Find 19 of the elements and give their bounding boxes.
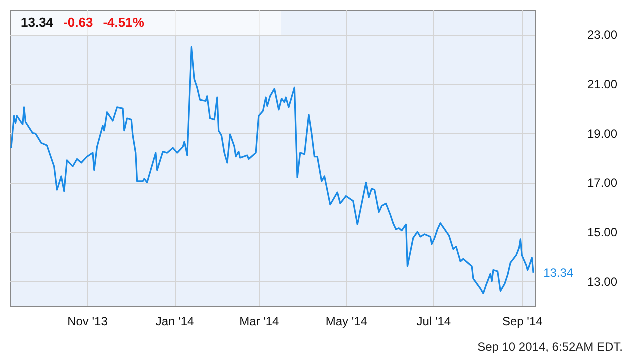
annotation: -0.63 — [64, 15, 94, 30]
y-tick-label: 15.00 — [588, 226, 618, 240]
x-tick-label: Mar '14 — [240, 314, 280, 328]
header-panel: 13.34 -0.63 -4.51% — [11, 11, 281, 35]
y-tick-label: 19.00 — [588, 126, 618, 141]
annotation: -4.51% — [103, 15, 144, 30]
y-tick-label: 21.00 — [588, 78, 618, 92]
line-series — [10, 46, 534, 294]
annotation: 13.34 — [21, 15, 54, 30]
annotation: 13.34 — [544, 266, 574, 280]
y-tick-label: 13.00 — [588, 274, 618, 289]
x-tick-label: Jan '14 — [156, 314, 194, 328]
x-tick-label: May '14 — [326, 314, 368, 328]
x-tick-label: Nov '13 — [68, 314, 108, 328]
text: Sep 10 2014, 6:52AM EDT. — [478, 340, 623, 354]
y-tick-label: 23.00 — [588, 28, 618, 42]
y-tick-label: 17.00 — [588, 176, 618, 190]
x-tick-label: Jul '14 — [416, 314, 452, 328]
x-tick-label: Sep '14 — [502, 314, 544, 328]
